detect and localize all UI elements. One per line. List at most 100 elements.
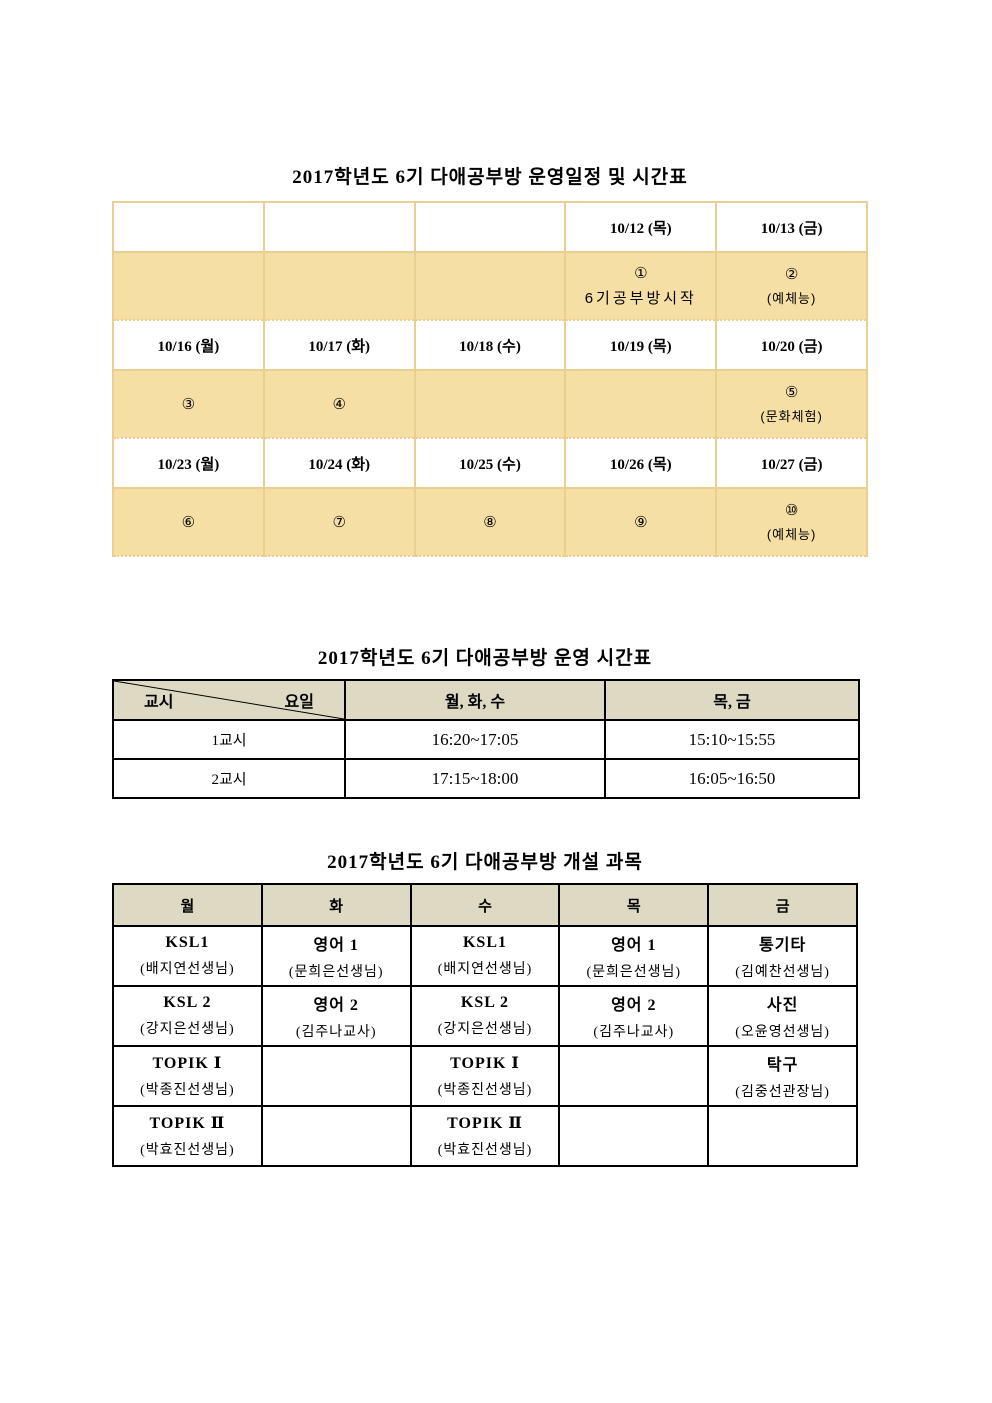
teacher-name: (김중선관장님) (735, 1085, 830, 1100)
day-header: 월 (112, 883, 263, 927)
date-label: 10/25 (수) (459, 456, 521, 473)
diagonal-divider-line (114, 681, 344, 719)
subject-cell: KSL1 (배지연선생님) (409, 925, 561, 987)
subject-cell: KSL 2 (강지은선생님) (112, 985, 263, 1047)
subjects-header-row: 월 화 수 목 금 (112, 883, 858, 927)
subject-name: 영어 1 (313, 937, 359, 954)
calendar-cell: ⑤ (문화체험) (715, 369, 868, 439)
calendar-date-row: 10/23 (월) 10/24 (화) 10/25 (수) 10/26 (목) … (112, 437, 868, 489)
calendar-cell (413, 369, 567, 439)
teacher-name: (박효진선생님) (140, 1143, 235, 1158)
timetable-row: 1교시 16:20~17:05 15:10~15:55 (112, 719, 860, 760)
teacher-name: (배지연선생님) (140, 962, 235, 977)
calendar-cell (564, 369, 718, 439)
day-header: 수 (409, 883, 561, 927)
subject-name: KSL1 (165, 934, 210, 951)
date-label: 10/20 (금) (760, 338, 823, 355)
teacher-name: (김주나교사) (295, 1025, 377, 1040)
teacher-name: (김예찬선생님) (735, 965, 830, 980)
subject-cell: TOPIK Ⅰ (박종진선생님) (409, 1045, 561, 1107)
session-number: ⑧ (483, 514, 497, 531)
calendar-cell: ⑨ (564, 487, 718, 557)
teacher-name: (문희은선생님) (586, 965, 682, 980)
calendar-cell: 10/17 (화) (262, 319, 416, 371)
time-range: 16:20~17:05 (344, 719, 606, 760)
subject-name: 탁구 (766, 1057, 799, 1074)
calendar-cell: ⑦ (262, 487, 416, 557)
session-number: ① (634, 265, 648, 282)
date-label: 10/24 (화) (308, 456, 371, 473)
calendar-cell: ⑩ (예체능) (715, 487, 868, 557)
date-label: 10/23 (월) (157, 456, 220, 473)
timetable-column-header: 월, 화, 수 (344, 679, 606, 721)
teacher-name: (오윤영선생님) (735, 1025, 830, 1040)
calendar-title: 2017학년도 6기 다애공부방 운영일정 및 시간표 (292, 167, 688, 188)
teacher-name: (강지은선생님) (140, 1022, 235, 1037)
subject-name: 영어 2 (313, 997, 359, 1014)
calendar-cell: ⑥ (112, 487, 265, 557)
teacher-name: (배지연선생님) (437, 962, 533, 977)
day-header: 화 (260, 883, 412, 927)
calendar-cell (112, 251, 265, 321)
subject-cell (558, 1105, 710, 1167)
calendar-cell: 10/24 (화) (262, 437, 416, 489)
subject-cell: TOPIK Ⅱ (박효진선생님) (409, 1105, 561, 1167)
timetable: 교시 요일 월, 화, 수 목, 금 1교시 16:20~17:05 15:10… (112, 679, 860, 799)
calendar-cell (413, 251, 567, 321)
subject-cell: KSL1 (배지연선생님) (112, 925, 263, 987)
teacher-name: (박종진선생님) (140, 1083, 235, 1098)
subjects-row: TOPIK Ⅱ (박효진선생님) TOPIK Ⅱ (박효진선생님) (112, 1105, 858, 1167)
time-range: 16:05~16:50 (604, 758, 860, 799)
date-label: 10/13 (금) (760, 220, 823, 237)
subject-cell: TOPIK Ⅰ (박종진선생님) (112, 1045, 263, 1107)
calendar-cell: ③ (112, 369, 265, 439)
teacher-name: (문희은선생님) (288, 965, 384, 980)
document-page: 2017학년도 6기 다애공부방 운영일정 및 시간표 10/12 (목) 10… (112, 167, 868, 1167)
session-number: ② (784, 266, 799, 283)
subject-cell (558, 1045, 710, 1107)
session-number: ⑨ (634, 514, 648, 531)
calendar-cell: 10/13 (금) (715, 201, 868, 253)
date-label: 10/18 (수) (459, 338, 521, 355)
event-label: (예체능) (766, 527, 817, 542)
calendar-cell: 10/26 (목) (564, 437, 718, 489)
date-label: 10/17 (화) (308, 338, 371, 355)
timetable-header-row: 교시 요일 월, 화, 수 목, 금 (112, 679, 860, 721)
subjects-table: 월 화 수 목 금 KSL1 (배지연선생님) 영어 1 (문희은선생님) KS… (112, 883, 858, 1167)
session-number: ⑦ (332, 514, 346, 531)
event-label: 6기공부방시작 (584, 290, 697, 307)
subject-cell: KSL 2 (강지은선생님) (409, 985, 561, 1047)
calendar-event-row: ③ ④ ⑤ (문화체험) (112, 369, 868, 439)
subject-name: 영어 2 (611, 997, 657, 1014)
calendar-cell: ① 6기공부방시작 (564, 251, 718, 321)
calendar-cell: 10/27 (금) (715, 437, 868, 489)
subject-cell (260, 1105, 412, 1167)
calendar-cell (112, 201, 265, 253)
date-label: 10/27 (금) (760, 456, 823, 473)
subject-name: 영어 1 (611, 937, 657, 954)
subject-cell: 영어 1 (문희은선생님) (260, 925, 412, 987)
calendar-cell: ⑧ (413, 487, 567, 557)
subject-cell: 사진 (오윤영선생님) (707, 985, 858, 1047)
date-label: 10/12 (목) (609, 220, 672, 237)
calendar-table: 10/12 (목) 10/13 (금) ① 6기공부방시작 ② (예체능) 10… (112, 201, 868, 557)
subject-cell: 영어 2 (김주나교사) (260, 985, 412, 1047)
calendar-date-row: 10/16 (월) 10/17 (화) 10/18 (수) 10/19 (목) … (112, 319, 868, 371)
subject-cell (707, 1105, 858, 1167)
timetable-corner-cell: 교시 요일 (112, 679, 346, 721)
timetable-column-header: 목, 금 (604, 679, 860, 721)
subject-name: 사진 (766, 997, 799, 1014)
calendar-cell: 10/20 (금) (715, 319, 868, 371)
corner-col-label: 요일 (284, 694, 314, 711)
subject-name: 통기타 (759, 937, 807, 954)
calendar-date-row: 10/12 (목) 10/13 (금) (112, 201, 868, 253)
calendar-cell: 10/12 (목) (564, 201, 718, 253)
subject-name: TOPIK Ⅰ (152, 1055, 223, 1072)
date-label: 10/19 (목) (609, 338, 672, 355)
calendar-cell: ② (예체능) (715, 251, 868, 321)
subject-name: TOPIK Ⅰ (450, 1055, 520, 1072)
subjects-row: KSL 2 (강지은선생님) 영어 2 (김주나교사) KSL 2 (강지은선생… (112, 985, 858, 1047)
subjects-row: KSL1 (배지연선생님) 영어 1 (문희은선생님) KSL1 (배지연선생님… (112, 925, 858, 987)
calendar-cell (413, 201, 567, 253)
subject-name: KSL1 (462, 934, 507, 951)
